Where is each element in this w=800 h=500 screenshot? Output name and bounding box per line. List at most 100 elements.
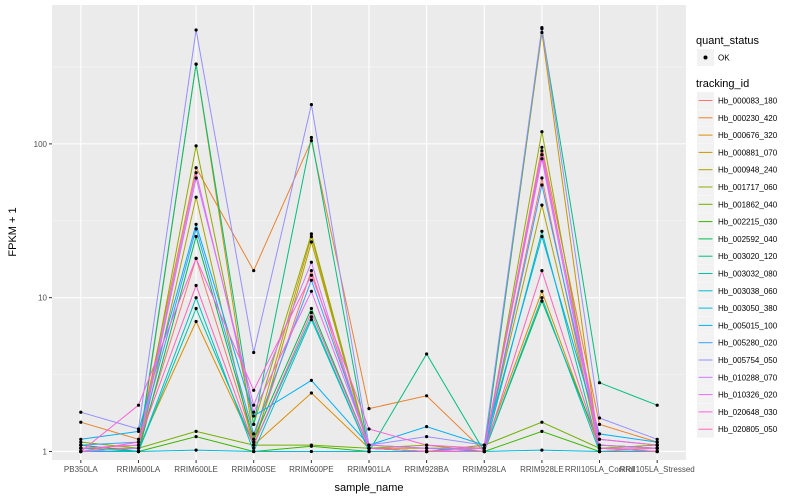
legend-label: Hb_020648_030 [718, 408, 778, 417]
data-point [540, 26, 544, 30]
legend-label: Hb_001862_040 [718, 200, 778, 209]
data-point [425, 446, 429, 450]
x-axis: PB350LA RRIM600LA RRIM600LE RRIM600SE RRIM60… [64, 460, 695, 474]
data-point [309, 234, 313, 239]
x-tick-label: RRIM600LA [117, 465, 161, 474]
data-point [309, 311, 313, 315]
data-point [252, 410, 256, 414]
data-point [655, 449, 659, 454]
data-point [540, 145, 544, 149]
data-point [194, 222, 198, 226]
legend-entry: Hb_002215_030 [697, 213, 778, 231]
data-point [79, 437, 83, 441]
legend-label: Hb_001717_060 [718, 183, 778, 192]
data-point [194, 435, 198, 439]
data-point [79, 443, 83, 447]
data-point [540, 448, 544, 452]
legend-label: Hb_000881_070 [718, 148, 778, 157]
data-point [425, 449, 429, 454]
data-point [540, 157, 544, 161]
legend-point-icon [703, 55, 708, 60]
data-point [309, 135, 313, 140]
legend-entry: Hb_001862_040 [697, 195, 778, 213]
legend-entry: Hb_002592_040 [697, 230, 778, 248]
legend-label: Hb_003032_080 [718, 270, 778, 279]
data-point [597, 381, 602, 385]
data-point [309, 378, 313, 382]
legend-label: Hb_010288_070 [718, 373, 778, 382]
plot-area [52, 5, 686, 460]
legend-entry: Hb_000230_420 [697, 109, 778, 127]
points [79, 26, 659, 454]
data-point [540, 30, 544, 35]
data-point [540, 234, 544, 239]
data-point [252, 437, 256, 441]
data-point [597, 446, 602, 450]
data-point [655, 443, 659, 447]
data-point [482, 449, 486, 454]
data-point [194, 306, 198, 311]
data-point [309, 391, 313, 395]
legend-entry: Hb_005280_020 [697, 334, 778, 352]
data-point [367, 427, 371, 431]
legend-label: Hb_000948_240 [718, 166, 778, 175]
legend-entry: Hb_000881_070 [697, 143, 778, 161]
data-point [309, 306, 313, 311]
data-point [194, 296, 198, 300]
legend-entry: Hb_010326_020 [697, 386, 778, 404]
y-tick-label: 100 [34, 140, 48, 149]
data-point [425, 352, 429, 356]
data-point [655, 437, 659, 441]
legend-entry: Hb_003020_120 [697, 247, 778, 265]
legend-label: Hb_003050_380 [718, 304, 778, 313]
data-point [252, 446, 256, 450]
legend-label: Hb_020805_050 [718, 425, 778, 434]
x-tick-label: RRIM928LA [462, 465, 506, 474]
data-point [309, 232, 313, 236]
x-tick-label: RRIM600SE [231, 465, 275, 474]
data-point [540, 269, 544, 273]
x-tick-label: RRII105LA_Stressed [620, 465, 695, 474]
data-point [194, 166, 198, 170]
data-point [136, 427, 141, 431]
data-point [540, 149, 544, 153]
data-point [367, 449, 371, 454]
x-axis-title: sample_name [334, 482, 403, 494]
x-tick-label: RRIM901LA [347, 465, 391, 474]
legend-label: Hb_002592_040 [718, 235, 778, 244]
data-point [597, 449, 602, 454]
data-point [194, 234, 198, 239]
legend-entry: Hb_020648_030 [697, 403, 778, 421]
data-point [540, 420, 544, 424]
x-tick-label: RRIM600LE [174, 465, 218, 474]
legend-tracking-title: tracking_id [696, 78, 749, 90]
legend-entry: Hb_003032_080 [697, 265, 778, 282]
legend-label: Hb_005280_020 [718, 339, 778, 348]
data-point [136, 440, 141, 444]
legend-entry: Hb_003038_060 [697, 282, 778, 300]
data-point [309, 240, 313, 244]
data-point [79, 410, 83, 414]
data-point [597, 443, 602, 447]
y-axis-title: FPKM + 1 [7, 207, 19, 256]
legend-entry: Hb_001717_060 [697, 178, 778, 196]
legend-label: Hb_002215_030 [718, 218, 778, 227]
data-point [194, 28, 198, 32]
data-point [136, 446, 141, 450]
data-point [367, 443, 371, 447]
y-axis: 1 10 100 [34, 140, 52, 456]
x-tick-label: RRIM928BA [404, 465, 449, 474]
data-point [540, 296, 544, 300]
data-point [540, 153, 544, 157]
data-point [79, 440, 83, 444]
legend-entry: Hb_000083_180 [697, 92, 778, 109]
data-point [540, 183, 544, 187]
data-point [540, 289, 544, 293]
data-point [309, 273, 313, 277]
data-point [79, 420, 83, 424]
data-point [425, 443, 429, 447]
data-point [309, 289, 313, 293]
legend-quant-label: OK [718, 54, 730, 63]
legend-entry: Hb_000676_320 [697, 126, 778, 144]
data-point [194, 283, 198, 288]
